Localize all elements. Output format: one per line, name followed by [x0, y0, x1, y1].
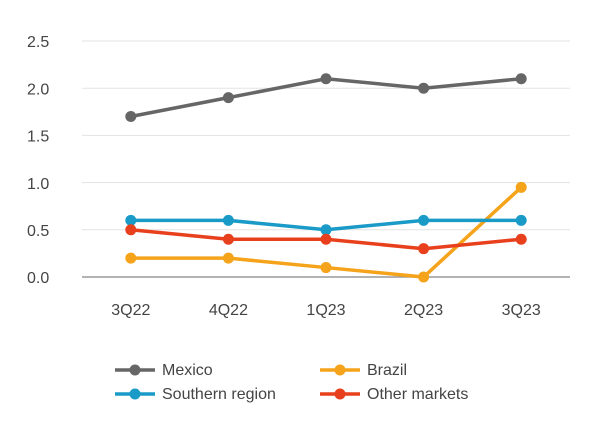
marker: [222, 233, 234, 245]
legend-label: Brazil: [367, 362, 407, 379]
y-tick-label: 1.0: [27, 176, 49, 193]
y-tick-label: 2.5: [27, 34, 49, 51]
x-tick-label: 1Q23: [306, 302, 345, 319]
legend-marker: [334, 388, 346, 400]
x-tick-label: 2Q23: [404, 302, 443, 319]
marker: [222, 214, 234, 226]
marker: [418, 271, 430, 283]
legend-label: Other markets: [367, 386, 468, 403]
marker: [222, 92, 234, 104]
y-tick-label: 0.5: [27, 223, 49, 240]
marker: [320, 224, 332, 236]
marker: [320, 73, 332, 85]
x-tick-label: 3Q22: [111, 302, 150, 319]
marker: [320, 262, 332, 274]
marker: [125, 224, 137, 236]
marker: [125, 252, 137, 264]
y-tick-label: 2.0: [27, 81, 49, 98]
marker: [515, 233, 527, 245]
marker: [320, 233, 332, 245]
marker: [515, 181, 527, 193]
marker: [418, 214, 430, 226]
y-tick-label: 0.0: [27, 270, 49, 287]
marker: [515, 214, 527, 226]
marker: [125, 111, 137, 123]
legend-label: Southern region: [162, 386, 276, 403]
marker: [222, 252, 234, 264]
marker: [418, 243, 430, 255]
y-tick-label: 1.5: [27, 129, 49, 146]
x-tick-label: 4Q22: [209, 302, 248, 319]
legend-marker: [129, 388, 141, 400]
line: [130, 76, 522, 119]
marker: [515, 73, 527, 85]
x-tick-label: 3Q23: [502, 302, 541, 319]
legend-marker: [334, 364, 346, 376]
marker: [418, 82, 430, 94]
marker: [125, 214, 137, 226]
legend-marker: [129, 364, 141, 376]
legend-label: Mexico: [162, 362, 213, 379]
